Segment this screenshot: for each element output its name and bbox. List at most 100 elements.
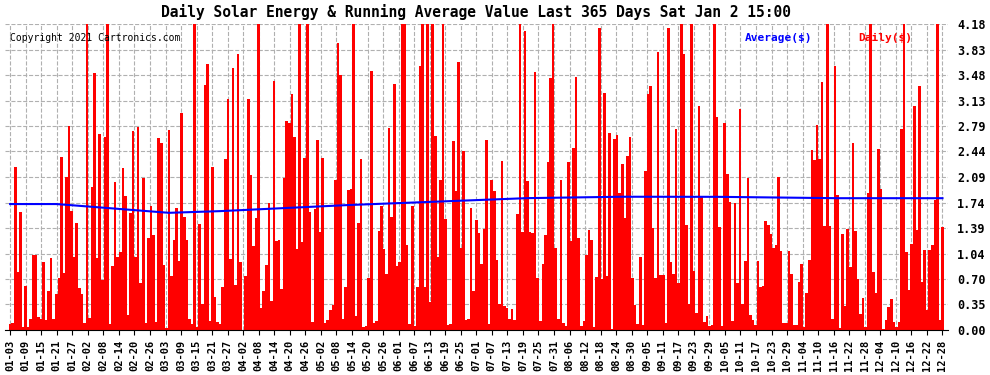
Bar [267,203,270,330]
Bar [475,220,477,330]
Bar [480,264,483,330]
Bar [872,272,874,330]
Bar [751,320,754,330]
Bar [62,273,65,330]
Bar [898,322,900,330]
Bar [534,72,537,330]
Bar [316,140,319,330]
Bar [905,252,908,330]
Bar [96,258,98,330]
Bar [590,240,593,330]
Bar [826,24,829,330]
Bar [232,68,235,330]
Bar [201,304,204,330]
Bar [614,139,616,330]
Text: Daily($): Daily($) [858,33,912,44]
Bar [224,159,227,330]
Bar [839,328,842,330]
Bar [449,324,452,330]
Bar [939,320,941,330]
Bar [759,287,762,330]
Bar [764,221,767,330]
Bar [434,136,437,330]
Bar [564,326,567,330]
Bar [345,286,346,330]
Bar [639,256,642,330]
Bar [831,320,834,330]
Bar [329,310,332,330]
Bar [117,257,119,330]
Bar [787,251,790,330]
Text: Average($): Average($) [744,33,813,43]
Bar [173,240,175,330]
Bar [167,130,170,330]
Bar [616,135,619,330]
Bar [706,316,708,330]
Bar [288,123,291,330]
Bar [342,319,345,330]
Bar [501,161,503,330]
Bar [913,106,916,330]
Bar [719,226,721,330]
Bar [775,245,777,330]
Bar [887,307,890,330]
Bar [206,64,209,330]
Bar [582,321,585,330]
Bar [14,166,17,330]
Bar [464,320,467,330]
Bar [629,137,632,330]
Bar [929,250,931,330]
Bar [470,208,472,330]
Bar [411,206,414,330]
Bar [746,178,749,330]
Bar [524,31,527,330]
Bar [309,211,311,330]
Bar [908,290,911,330]
Bar [157,138,160,330]
Bar [634,305,637,330]
Bar [477,233,480,330]
Bar [306,24,309,330]
Bar [149,206,152,330]
Bar [27,327,30,330]
Bar [677,283,680,330]
Bar [519,24,521,330]
Bar [162,265,165,330]
Bar [383,249,385,330]
Bar [867,192,869,330]
Bar [859,314,862,330]
Bar [17,272,19,330]
Bar [734,202,737,330]
Bar [445,219,446,330]
Bar [283,178,285,330]
Bar [767,225,769,330]
Bar [608,132,611,330]
Bar [601,279,603,330]
Bar [877,149,880,330]
Bar [188,319,191,330]
Bar [911,244,913,330]
Bar [440,180,442,330]
Bar [559,180,562,330]
Bar [245,276,248,330]
Bar [793,325,795,330]
Bar [349,189,352,330]
Bar [249,174,252,330]
Bar [903,24,905,330]
Bar [409,324,411,330]
Bar [332,305,335,330]
Bar [311,322,314,330]
Text: Copyright 2021 Cartronics.com: Copyright 2021 Cartronics.com [10,33,180,43]
Bar [874,293,877,330]
Bar [931,245,934,330]
Bar [659,275,662,330]
Bar [772,248,775,330]
Bar [780,251,782,330]
Bar [824,226,826,330]
Bar [516,214,519,330]
Bar [621,164,624,330]
Bar [78,288,80,330]
Bar [437,257,440,330]
Bar [327,320,329,330]
Bar [856,279,859,330]
